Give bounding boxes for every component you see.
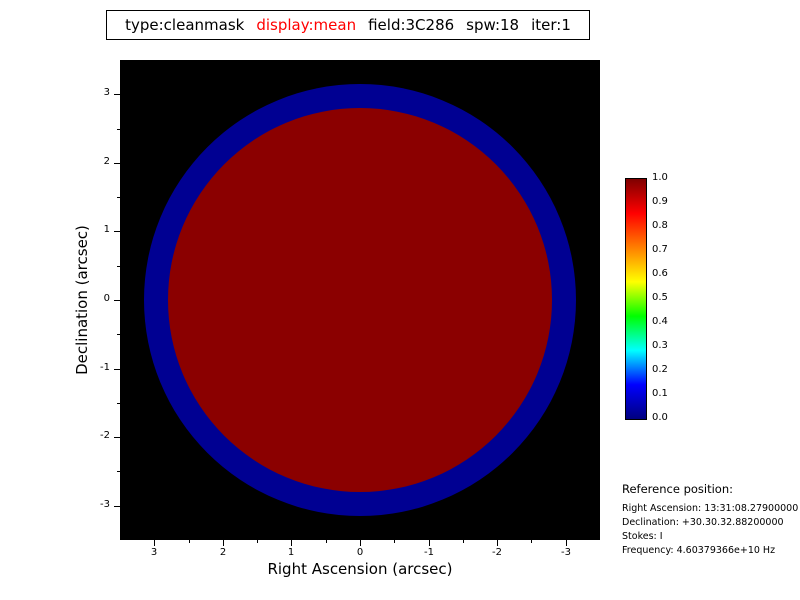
colorbar-gradient [625, 178, 647, 420]
y-axis-minor-tick [117, 403, 120, 404]
y-axis-minor-tick [117, 129, 120, 130]
reference-right-ascension: Right Ascension: 13:31:08.27900000 [622, 503, 799, 514]
colorbar-tick-label: 1.0 [652, 172, 668, 183]
x-axis-tick [566, 540, 567, 546]
x-tick-label: 2 [219, 547, 227, 558]
x-axis-tick [497, 540, 498, 546]
colorbar-tick-label: 0.1 [652, 388, 668, 399]
x-axis-minor-tick [189, 540, 190, 543]
colorbar-tick-label: 0.8 [652, 220, 668, 231]
x-axis-label: Right Ascension (arcsec) [267, 560, 453, 578]
x-tick-label: 0 [356, 547, 364, 558]
cleanmask-image [144, 84, 576, 516]
title-seg-display: display:mean [256, 16, 357, 34]
x-axis-minor-tick [326, 540, 327, 543]
y-tick-label: -2 [100, 430, 110, 441]
reference-position-block: Reference position: Right Ascension: 13:… [622, 482, 798, 558]
x-axis-minor-tick [463, 540, 464, 543]
x-tick-label: -3 [561, 547, 571, 558]
x-axis-minor-tick [257, 540, 258, 543]
y-axis-tick [114, 163, 120, 164]
reference-declination: Declination: +30.30.32.88200000 [622, 517, 784, 528]
y-tick-label: -1 [100, 362, 110, 373]
y-axis-label: Declination (arcsec) [73, 225, 91, 375]
x-axis-tick [291, 540, 292, 546]
x-tick-label: -2 [492, 547, 502, 558]
y-axis-tick [114, 231, 120, 232]
reference-frequency: Frequency: 4.60379366e+10 Hz [622, 545, 776, 556]
colorbar-tick-label: 0.7 [652, 244, 668, 255]
x-tick-label: 3 [150, 547, 158, 558]
y-axis-tick [114, 437, 120, 438]
x-tick-label: 1 [287, 547, 295, 558]
title-seg-type: type:cleanmask [125, 16, 245, 34]
x-axis-minor-tick [394, 540, 395, 543]
x-axis-tick [429, 540, 430, 546]
reference-position-title: Reference position: [622, 482, 733, 496]
x-tick-label: -1 [424, 547, 434, 558]
colorbar-tick-label: 0.9 [652, 196, 668, 207]
y-axis-minor-tick [117, 266, 120, 267]
y-tick-label: 1 [103, 224, 110, 235]
x-axis-tick [154, 540, 155, 546]
x-axis-tick [360, 540, 361, 546]
colorbar-tick-label: 0.5 [652, 292, 668, 303]
y-tick-label: 2 [103, 156, 110, 167]
x-axis-minor-tick [531, 540, 532, 543]
title-seg-iter: iter:1 [531, 16, 571, 34]
x-axis-tick [223, 540, 224, 546]
plot-area [120, 60, 600, 540]
y-axis-minor-tick [117, 334, 120, 335]
y-axis-tick [114, 506, 120, 507]
colorbar-tick-label: 0.2 [652, 364, 668, 375]
y-axis-tick [114, 94, 120, 95]
y-axis-minor-tick [117, 197, 120, 198]
plot-title-container: type:cleanmask display:mean field:3C286 spw… [96, 10, 600, 40]
reference-stokes: Stokes: I [622, 531, 663, 542]
y-tick-label: -3 [100, 499, 110, 510]
colorbar-tick-label: 0.3 [652, 340, 668, 351]
plot-title-box: type:cleanmask display:mean field:3C286 spw… [106, 10, 590, 40]
y-axis-tick [114, 300, 120, 301]
y-axis-minor-tick [117, 471, 120, 472]
mask-disk [168, 108, 552, 492]
colorbar-tick-label: 0.0 [652, 412, 668, 423]
y-tick-label: 3 [103, 87, 110, 98]
colorbar-tick-label: 0.6 [652, 268, 668, 279]
colorbar-tick-label: 0.4 [652, 316, 668, 327]
y-tick-label: 0 [103, 293, 110, 304]
y-axis-tick [114, 369, 120, 370]
title-seg-spw: spw:18 [466, 16, 520, 34]
title-seg-field: field:3C286 [368, 16, 455, 34]
